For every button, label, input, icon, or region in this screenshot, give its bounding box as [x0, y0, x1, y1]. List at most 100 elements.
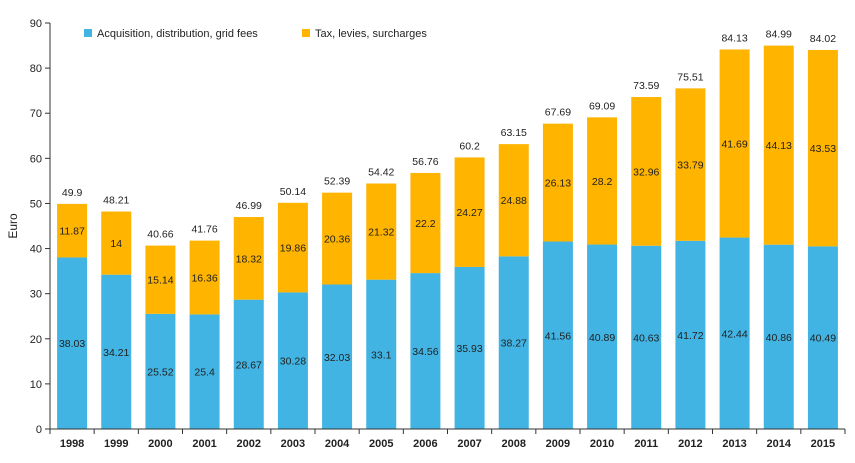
total-label-2004: 52.39 [324, 176, 350, 188]
bar-segment-series-2-2015 [807, 49, 838, 247]
bar-segment-series-1-2002 [233, 299, 264, 429]
y-tick-label-60: 60 [30, 153, 42, 165]
bar-segment-series-2-2000 [145, 245, 176, 314]
bar-segment-series-2-2010 [587, 117, 618, 245]
total-label-2008: 63.15 [501, 127, 527, 139]
data-label-series-1-2014: 40.86 [766, 332, 792, 344]
bars-group [57, 45, 838, 429]
y-tick-label-70: 70 [30, 108, 42, 120]
bar-segment-series-1-2012 [675, 240, 706, 429]
y-axis-title: Euro [6, 213, 20, 239]
total-label-1999: 48.21 [103, 195, 129, 207]
x-tick-label-2004: 2004 [325, 438, 350, 450]
x-tick-label-1999: 1999 [104, 438, 128, 450]
legend-label-series-2: Tax, levies, surcharges [315, 28, 427, 40]
data-label-series-2-2005: 21.32 [368, 227, 394, 239]
data-label-series-2-2009: 26.13 [545, 178, 571, 190]
total-label-2007: 60.2 [459, 140, 480, 152]
data-label-series-1-2005: 33.1 [371, 349, 392, 361]
data-label-series-1-2009: 41.56 [545, 330, 571, 342]
bar-segment-series-2-2005 [366, 183, 397, 280]
bar-segment-series-2-2012 [675, 88, 706, 241]
bar-segment-series-1-2014 [763, 244, 794, 429]
data-label-series-2-2010: 28.2 [592, 176, 613, 188]
data-label-series-2-2015: 43.53 [810, 143, 836, 155]
data-label-series-1-2015: 40.49 [810, 333, 836, 345]
total-label-2002: 46.99 [236, 200, 262, 212]
data-label-series-2-2013: 41.69 [721, 139, 747, 151]
total-label-2012: 75.51 [677, 71, 703, 83]
y-tick-label-80: 80 [30, 63, 42, 75]
x-tick-label-2005: 2005 [369, 438, 393, 450]
data-label-series-2-1999: 14 [110, 238, 122, 250]
x-tick-label-2000: 2000 [148, 438, 172, 450]
data-label-series-1-2012: 41.72 [677, 330, 703, 342]
x-tick-label-2011: 2011 [634, 438, 658, 450]
data-labels-group: 38.03 11.87 49.9 34.21 14 48.21 25.52 15.14 40.6… [59, 29, 836, 379]
bar-segment-series-1-2008 [498, 256, 529, 429]
data-label-series-2-2004: 20.36 [324, 234, 350, 246]
data-label-series-1-2011: 40.63 [633, 332, 659, 344]
bar-segment-series-2-2006 [410, 172, 441, 274]
total-label-2010: 69.09 [589, 100, 615, 112]
bar-segment-series-2-2007 [454, 157, 485, 267]
bar-segment-series-1-2013 [719, 237, 750, 429]
data-label-series-1-1999: 34.21 [103, 347, 129, 359]
axes-group: 1998 1999 2000 2001 2002 2003 2004 2005 2006 2007… [30, 18, 846, 450]
x-tick-label-2010: 2010 [590, 438, 614, 450]
x-tick-label-2003: 2003 [281, 438, 305, 450]
bar-segment-series-2-2013 [719, 49, 750, 238]
legend-label-series-1: Acquisition, distribution, grid fees [97, 28, 258, 40]
total-label-2005: 54.42 [368, 167, 394, 179]
data-label-series-1-2007: 35.93 [456, 343, 482, 355]
x-tick-label-2014: 2014 [767, 438, 792, 450]
total-label-2001: 41.76 [191, 224, 217, 236]
data-label-series-2-2002: 18.32 [236, 253, 262, 265]
data-label-series-1-2006: 34.56 [412, 346, 438, 358]
bar-segment-series-2-2014 [763, 45, 794, 245]
bar-segment-series-1-1998 [57, 257, 88, 429]
x-tick-label-2007: 2007 [457, 438, 481, 450]
bar-segment-series-1-2010 [587, 244, 618, 429]
x-tick-label-2012: 2012 [678, 438, 702, 450]
x-tick-label-2006: 2006 [413, 438, 437, 450]
bar-segment-series-1-2003 [277, 292, 308, 429]
bar-segment-series-1-2009 [542, 241, 573, 429]
data-label-series-2-2011: 32.96 [633, 166, 659, 178]
data-label-series-2-2000: 15.14 [147, 275, 173, 287]
data-label-series-2-2012: 33.79 [677, 160, 703, 172]
x-tick-label-2001: 2001 [192, 438, 216, 450]
data-label-series-2-2003: 19.86 [280, 243, 306, 255]
bar-segment-series-2-2008 [498, 144, 529, 257]
data-label-series-2-2006: 22.2 [415, 218, 436, 230]
y-tick-label-50: 50 [30, 198, 42, 210]
data-label-series-1-1998: 38.03 [59, 338, 85, 350]
total-label-2013: 84.13 [721, 32, 747, 44]
y-tick-label-0: 0 [36, 424, 42, 436]
y-tick-label-10: 10 [30, 379, 42, 391]
x-tick-label-2009: 2009 [546, 438, 570, 450]
data-label-series-1-2000: 25.52 [147, 366, 173, 378]
bar-segment-series-2-2004 [322, 192, 353, 285]
x-tick-label-2002: 2002 [237, 438, 261, 450]
y-tick-label-40: 40 [30, 244, 42, 256]
x-tick-label-1998: 1998 [60, 438, 84, 450]
data-label-series-2-2008: 24.88 [501, 195, 527, 207]
data-label-series-1-2001: 25.4 [194, 367, 215, 379]
bar-segment-series-1-2004 [322, 284, 353, 429]
bar-segment-series-1-2005 [366, 279, 397, 429]
x-tick-label-2015: 2015 [811, 438, 835, 450]
bar-segment-series-2-2003 [277, 202, 308, 293]
legend-swatch-series-2 [302, 29, 310, 37]
bar-segment-series-2-1999 [101, 211, 132, 275]
total-label-2011: 73.59 [633, 80, 659, 92]
bar-segment-series-2-1998 [57, 203, 88, 258]
y-tick-label-90: 90 [30, 18, 42, 30]
bar-segment-series-1-1999 [101, 274, 132, 429]
data-label-series-2-2014: 44.13 [766, 140, 792, 152]
y-tick-label-20: 20 [30, 334, 42, 346]
x-tick-label-2008: 2008 [502, 438, 526, 450]
total-label-2009: 67.69 [545, 107, 571, 119]
